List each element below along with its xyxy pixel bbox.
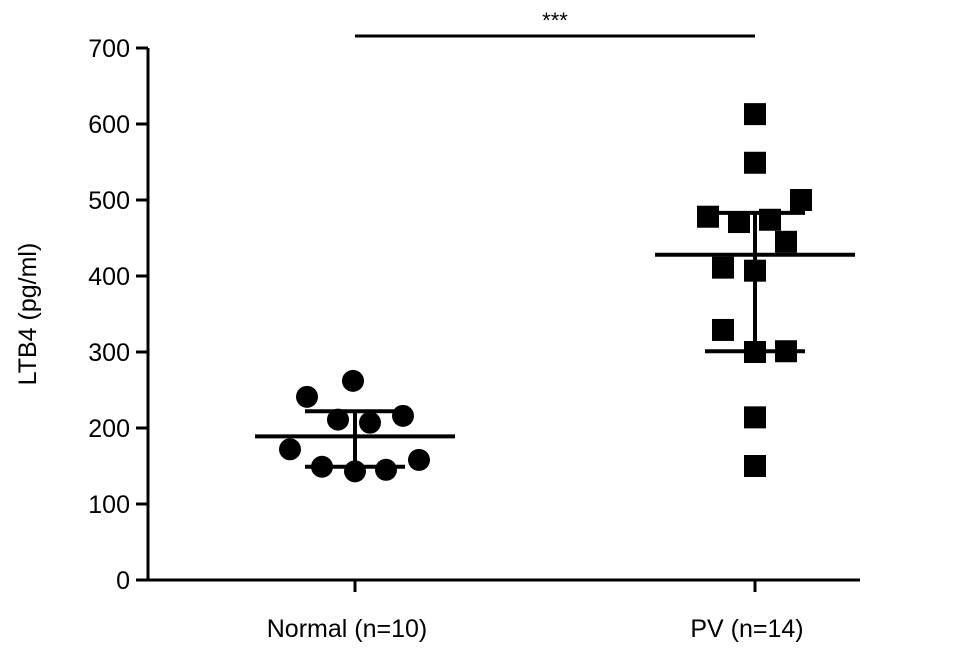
data-point-normal xyxy=(342,369,364,392)
y-tick-label: 400 xyxy=(88,263,130,291)
y-tick-label: 200 xyxy=(88,415,130,443)
data-point-pv xyxy=(697,205,719,228)
x-tick-label: PV (n=14) xyxy=(690,615,803,643)
data-point-pv xyxy=(712,256,734,279)
data-point-normal xyxy=(279,438,301,461)
data-point-normal xyxy=(327,408,349,431)
y-tick-label: 100 xyxy=(88,491,130,519)
data-point-normal xyxy=(408,448,430,471)
data-point-pv xyxy=(744,455,766,477)
data-point-pv xyxy=(728,211,750,234)
y-tick-label: 600 xyxy=(88,111,130,139)
y-tick-label: 0 xyxy=(116,567,130,595)
y-tick-label: 700 xyxy=(88,35,130,63)
x-tick-label: Normal (n=10) xyxy=(267,615,427,643)
data-point-normal xyxy=(359,411,381,434)
data-point-pv xyxy=(775,230,797,253)
data-point-normal xyxy=(375,458,397,481)
data-point-pv xyxy=(744,103,766,126)
data-point-pv xyxy=(790,189,812,211)
data-point-pv xyxy=(744,151,766,174)
data-point-normal xyxy=(392,404,414,427)
y-tick-label: 300 xyxy=(88,339,130,367)
significance-label: *** xyxy=(542,8,568,33)
data-point-pv xyxy=(744,406,766,429)
data-point-pv xyxy=(712,318,734,341)
y-axis-label: LTB4 (pg/ml) xyxy=(14,243,42,386)
data-point-normal xyxy=(296,385,318,408)
y-tick-label: 500 xyxy=(88,187,130,215)
